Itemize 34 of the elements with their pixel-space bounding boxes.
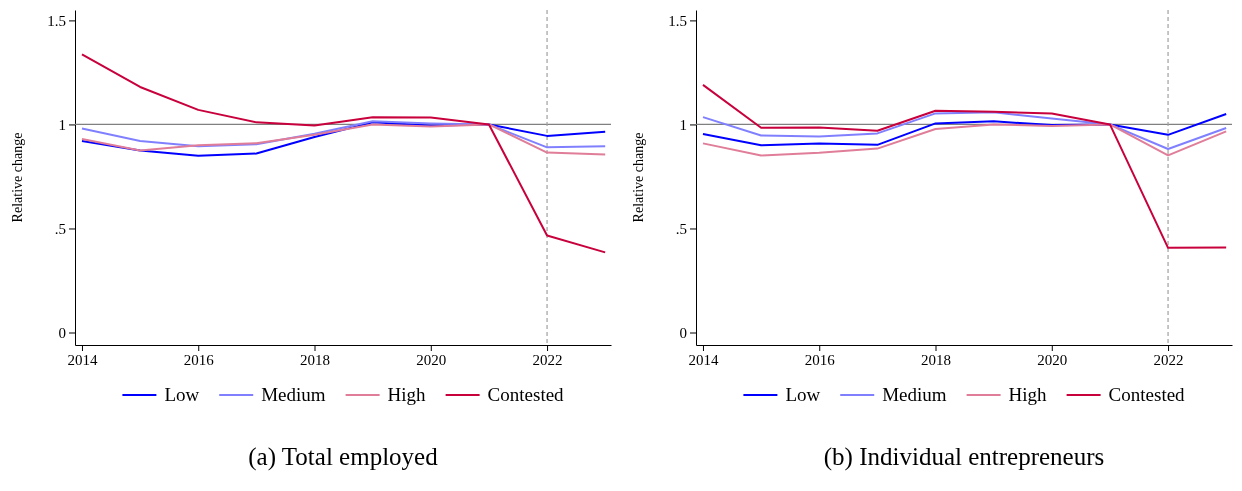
legend-label: Medium — [882, 384, 947, 405]
y-tick-label: 0 — [58, 324, 66, 341]
y-tick-label: .5 — [54, 220, 66, 237]
x-tick-label: 2016 — [183, 351, 215, 368]
x-tick-label: 2022 — [1153, 351, 1184, 368]
x-tick-label: 2020 — [1037, 351, 1068, 368]
x-tick-label: 2014 — [67, 351, 98, 368]
legend-label: High — [387, 384, 427, 405]
legend-label: High — [1008, 384, 1048, 405]
y-tick-label: 0 — [679, 324, 687, 341]
line-series — [701, 83, 1228, 249]
legend-label: Contested — [1108, 384, 1186, 405]
x-tick-label: 2018 — [921, 351, 952, 368]
y-tick-label: 1.5 — [668, 12, 687, 29]
text: (b) Individual entrepreneurs — [823, 443, 1105, 471]
legend-label: Low — [164, 384, 200, 405]
y-tick-label: .5 — [675, 220, 687, 237]
legend-label: Contested — [487, 384, 565, 405]
y-tick-label: 1.5 — [47, 12, 66, 29]
y-axis-title: Relative change — [631, 132, 646, 223]
y-tick-label: 1 — [58, 116, 66, 133]
line-series — [701, 123, 1228, 157]
x-tick-label: 2014 — [688, 351, 719, 368]
x-tick-label: 2018 — [300, 351, 331, 368]
line-series — [80, 120, 607, 149]
x-tick-label: 2016 — [804, 351, 836, 368]
legend-label: Medium — [261, 384, 326, 405]
text: (a) Total employed — [248, 443, 439, 471]
line-series — [80, 53, 607, 254]
y-tick-label: 1 — [679, 116, 687, 133]
legend-label: Low — [785, 384, 821, 405]
x-tick-label: 2020 — [416, 351, 447, 368]
y-axis-title: Relative change — [10, 132, 25, 223]
x-tick-label: 2022 — [532, 351, 563, 368]
